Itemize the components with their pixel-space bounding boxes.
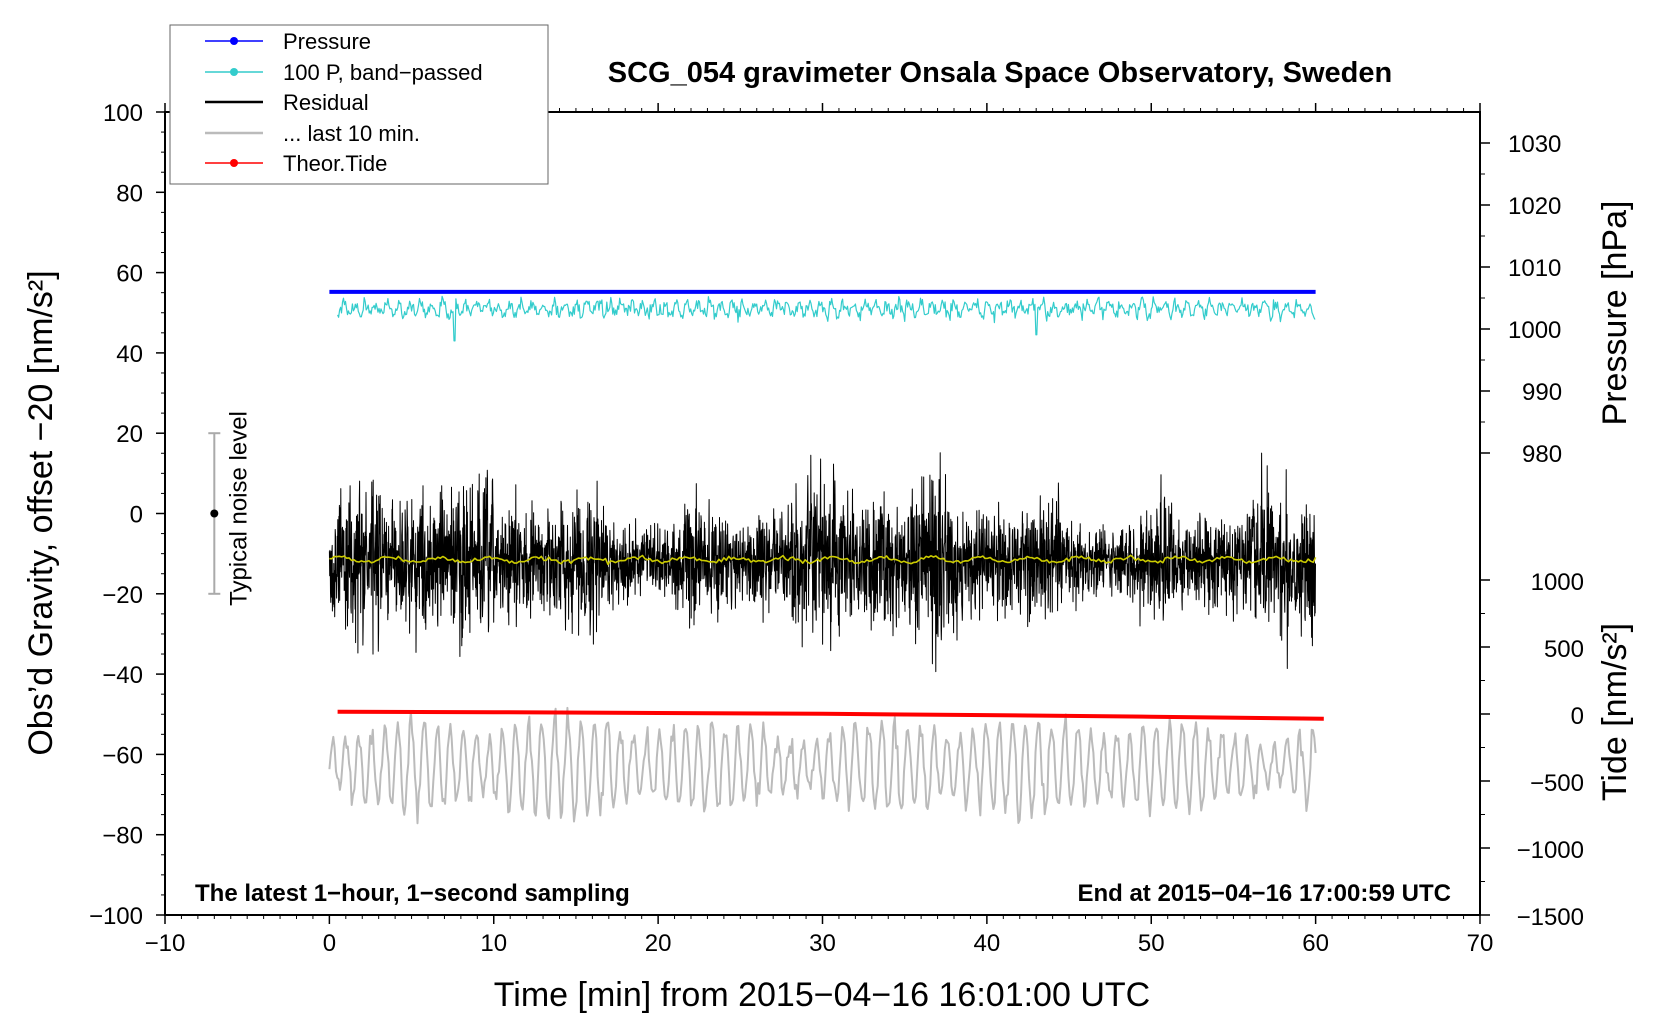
pressure-tick-label: 1020 — [1508, 193, 1561, 220]
x-tick-label: 40 — [974, 930, 1001, 957]
x-tick-label: 0 — [323, 930, 336, 957]
legend-marker-tide — [230, 159, 238, 167]
x-axis-label: Time [min] from 2015−04−16 16:01:00 UTC — [494, 976, 1150, 1014]
pressure-tick-labels: 1030 1020 1010 1000 990 980 — [1508, 131, 1562, 468]
y-tick-label: 100 — [103, 100, 143, 127]
sampling-note: The latest 1−hour, 1−second sampling — [195, 880, 630, 907]
legend: Pressure 100 P, band−passed Residual ...… — [169, 24, 549, 185]
x-tick-label: 50 — [1138, 930, 1165, 957]
series-bandpassed-line — [337, 295, 1316, 342]
y-tick-label: 60 — [116, 261, 143, 288]
end-time-note: End at 2015−04−16 17:00:59 UTC — [1077, 880, 1451, 907]
x-tick-label: −10 — [145, 930, 186, 957]
pressure-axis-label: Pressure [hPa] — [1596, 201, 1634, 426]
tide-tick-labels: 1000 500 0 −500 −1000 −1500 — [1517, 569, 1584, 931]
x-tick-label: 70 — [1467, 930, 1494, 957]
x-tick-label: 60 — [1302, 930, 1329, 957]
legend-label-last10: ... last 10 min. — [283, 121, 420, 146]
tide-tick-label: 1000 — [1531, 569, 1584, 596]
y-tick-label: −80 — [102, 823, 143, 850]
y-axis-label: Obs’d Gravity, offset −20 [nm/s²] — [22, 270, 60, 755]
pressure-tick-label: 1000 — [1508, 317, 1561, 344]
legend-label-pressure: Pressure — [283, 29, 371, 54]
legend-marker-pressure — [230, 37, 238, 45]
series-residual-smoothed-line — [329, 554, 1317, 566]
x-tick-label: 10 — [480, 930, 507, 957]
tide-tick-label: 0 — [1571, 703, 1584, 730]
y-tick-label: 80 — [116, 180, 143, 207]
tide-tick-label: −1500 — [1517, 904, 1584, 931]
noise-label: Typical noise level — [225, 411, 252, 606]
y-tick-label: 20 — [116, 421, 143, 448]
x-tick-labels: −10 0 10 20 30 40 50 60 70 — [145, 930, 1494, 957]
legend-label-tide: Theor.Tide — [283, 151, 387, 176]
tide-tick-label: −500 — [1530, 770, 1584, 797]
y-tick-label: −20 — [102, 582, 143, 609]
y-tick-label: −60 — [102, 742, 143, 769]
series-group — [328, 289, 1324, 825]
y-tick-label: 40 — [116, 341, 143, 368]
y-tick-label: −100 — [89, 903, 143, 930]
tide-axis-label: Tide [nm/s²] — [1596, 623, 1634, 801]
pressure-tick-label: 1030 — [1508, 131, 1561, 158]
x-tick-label: 30 — [809, 930, 836, 957]
pressure-tick-label: 1010 — [1508, 255, 1561, 282]
series-last10-line — [328, 706, 1317, 825]
noise-level-indicator: Typical noise level — [208, 411, 252, 606]
pressure-tick-label: 990 — [1522, 379, 1562, 406]
y-tick-labels: 100 80 60 40 20 0 −20 −40 −60 −80 −100 — [89, 100, 143, 930]
legend-label-residual: Residual — [283, 90, 369, 115]
legend-label-bandpassed: 100 P, band−passed — [283, 60, 483, 85]
legend-box — [169, 24, 549, 185]
pressure-tick-label: 980 — [1522, 441, 1562, 468]
tide-tick-label: 500 — [1544, 636, 1584, 663]
y-tick-label: −40 — [102, 662, 143, 689]
x-tick-label: 20 — [645, 930, 672, 957]
tide-tick-label: −1000 — [1517, 837, 1584, 864]
series-residual-line — [328, 452, 1316, 673]
y-tick-label: 0 — [130, 502, 143, 529]
noise-center-dot — [210, 509, 219, 518]
series-tide-line — [337, 709, 1324, 721]
chart-title: SCG_054 gravimeter Onsala Space Observat… — [608, 57, 1392, 89]
legend-marker-bandpassed — [230, 68, 238, 76]
minor-ticks — [156, 103, 1490, 924]
